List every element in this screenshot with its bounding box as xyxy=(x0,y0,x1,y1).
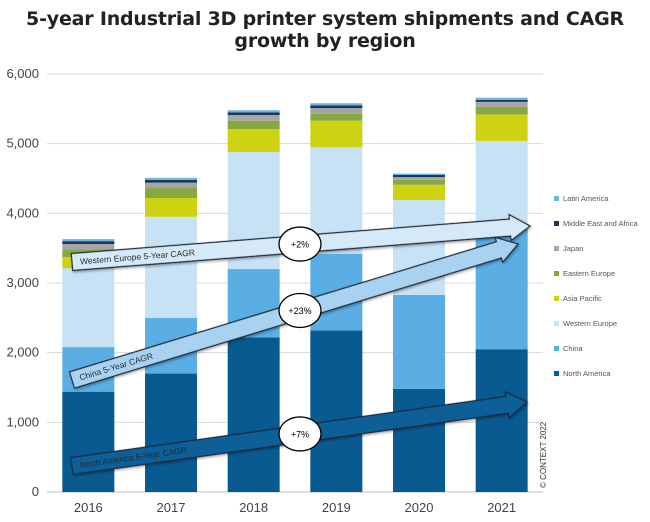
chart-title: 5-year Industrial 3D printer system ship… xyxy=(26,8,624,52)
bar-segment xyxy=(393,294,445,389)
cagr-value: +7% xyxy=(291,429,309,439)
legend-entry: Japan xyxy=(563,244,583,253)
bar-segment xyxy=(227,129,280,153)
cagr-value-circle xyxy=(278,416,322,452)
gridlines xyxy=(47,73,543,493)
legend-swatch xyxy=(554,346,559,351)
bar-segment xyxy=(393,179,445,185)
legend-entry: Latin America xyxy=(563,194,609,203)
legend-swatch xyxy=(554,246,559,251)
cagr-arrows: Western Europe 5-Year CAGR+2%China 5-Yea… xyxy=(68,213,532,476)
bar-segment xyxy=(475,106,528,115)
legend-entry: Western Europe xyxy=(563,319,617,328)
bar-segment xyxy=(145,187,197,199)
bar-segment xyxy=(310,120,363,148)
bar-segment xyxy=(475,114,528,141)
y-tick-label: 3,000 xyxy=(6,275,39,290)
bar-segment xyxy=(310,330,363,492)
legend-swatch xyxy=(554,321,559,326)
bar-segment xyxy=(145,373,197,492)
bar-segment xyxy=(310,108,363,114)
bar-segment xyxy=(475,99,528,102)
bar-segment xyxy=(227,120,280,130)
bar-segment xyxy=(145,177,197,180)
bar-segment xyxy=(227,112,280,116)
bar-segment xyxy=(475,140,528,229)
legend-swatch xyxy=(554,196,559,201)
legend-swatch xyxy=(554,271,559,276)
bar-segment xyxy=(393,177,445,180)
bar-segment xyxy=(475,101,528,107)
bar-segment xyxy=(310,113,363,121)
y-tick-label: 5,000 xyxy=(6,136,39,151)
bar-segment xyxy=(475,97,528,100)
bar-segment xyxy=(62,391,115,492)
y-tick-label: 6,000 xyxy=(6,66,39,81)
bar-segment xyxy=(62,243,115,250)
bar-segment xyxy=(145,216,197,318)
bar-segment xyxy=(62,239,115,242)
legend-entry: North America xyxy=(563,369,611,378)
copyright-text: © CONTEXT 2022 xyxy=(539,421,548,488)
x-tick-label: 2021 xyxy=(487,500,516,515)
bar-segment xyxy=(393,173,445,176)
cagr-value: +23% xyxy=(288,306,311,316)
legend-entry: Middle East and Africa xyxy=(563,219,638,228)
x-axis: 2016 2017 2018 2019 2020 2021 xyxy=(74,500,516,515)
x-tick-label: 2019 xyxy=(322,500,351,515)
bar-segment xyxy=(62,268,115,348)
bar-segment xyxy=(475,349,528,492)
cagr-value: +2% xyxy=(291,240,309,250)
y-axis: 0 1,000 2,000 3,000 4,000 5,000 6,000 xyxy=(6,66,39,499)
x-tick-label: 2017 xyxy=(157,500,186,515)
bar-segment xyxy=(227,337,280,492)
bar-segment xyxy=(145,179,197,183)
bar-segment xyxy=(145,182,197,188)
bar-segment xyxy=(393,175,445,178)
bar-segment xyxy=(227,115,280,121)
bar-segment xyxy=(393,388,445,492)
y-tick-label: 4,000 xyxy=(6,205,39,220)
legend-swatch xyxy=(554,296,559,301)
legend-entry: Asia Pacific xyxy=(563,294,602,303)
bar-segment xyxy=(310,103,363,106)
bar-segment xyxy=(227,110,280,113)
legend-swatch xyxy=(554,221,559,226)
bar-segment xyxy=(393,184,445,201)
bar-segment xyxy=(310,105,363,109)
legend-entry: Eastern Europe xyxy=(563,269,615,278)
y-tick-label: 1,000 xyxy=(6,414,39,429)
y-tick-label: 0 xyxy=(32,484,39,499)
bar-segment xyxy=(145,198,197,217)
x-tick-label: 2020 xyxy=(405,500,434,515)
legend-swatch xyxy=(554,371,559,376)
bar-segment xyxy=(62,241,115,244)
x-tick-label: 2018 xyxy=(239,500,268,515)
x-tick-label: 2016 xyxy=(74,500,103,515)
cagr-value-circle xyxy=(278,292,322,329)
y-tick-label: 2,000 xyxy=(6,345,39,360)
cagr-value-circle xyxy=(278,226,322,262)
legend: Latin America Middle East and Africa Japan… xyxy=(554,194,638,378)
legend-entry: China xyxy=(563,344,583,353)
